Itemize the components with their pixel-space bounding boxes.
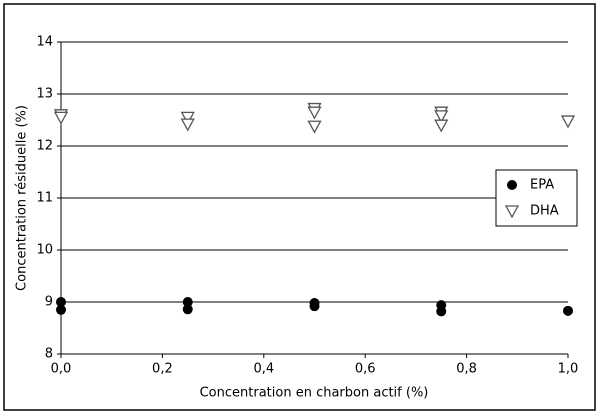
point [436,306,447,317]
x-tick-label: 0,8 [456,362,477,377]
x-tick-label: 0,0 [51,362,72,377]
y-tick-label: 12 [36,139,53,154]
y-tick-label: 14 [36,35,53,50]
point [56,297,66,307]
point [56,304,66,315]
legend-label: EPA [530,178,554,193]
legend-box [495,169,578,227]
legend-marker [507,180,517,190]
y-tick-label: 10 [36,243,53,258]
point [434,110,449,124]
point [563,305,573,316]
legend-label: DHA [530,204,559,219]
point [307,106,322,120]
point [180,111,195,125]
point [53,111,69,125]
x-tick-label: 0,2 [152,362,173,377]
y-tick-label: 13 [36,87,53,102]
x-tick-label: 0,4 [253,362,274,377]
point [309,301,320,312]
x-axis-title: Concentration en charbon actif (%) [200,386,429,401]
y-axis-title: Concentration résiduelle (%) [15,105,30,291]
point [434,119,449,133]
frame [3,3,596,411]
x-tick-label: 0,6 [355,362,376,377]
point [182,297,193,307]
y-tick-label: 9 [45,295,53,310]
point [182,304,193,315]
y-tick-label: 8 [45,347,53,362]
legend-marker [504,205,520,219]
point [307,120,322,134]
point [560,115,576,129]
y-tick-label: 11 [36,191,53,206]
point [180,118,195,132]
x-tick-label: 1,0 [558,362,579,377]
